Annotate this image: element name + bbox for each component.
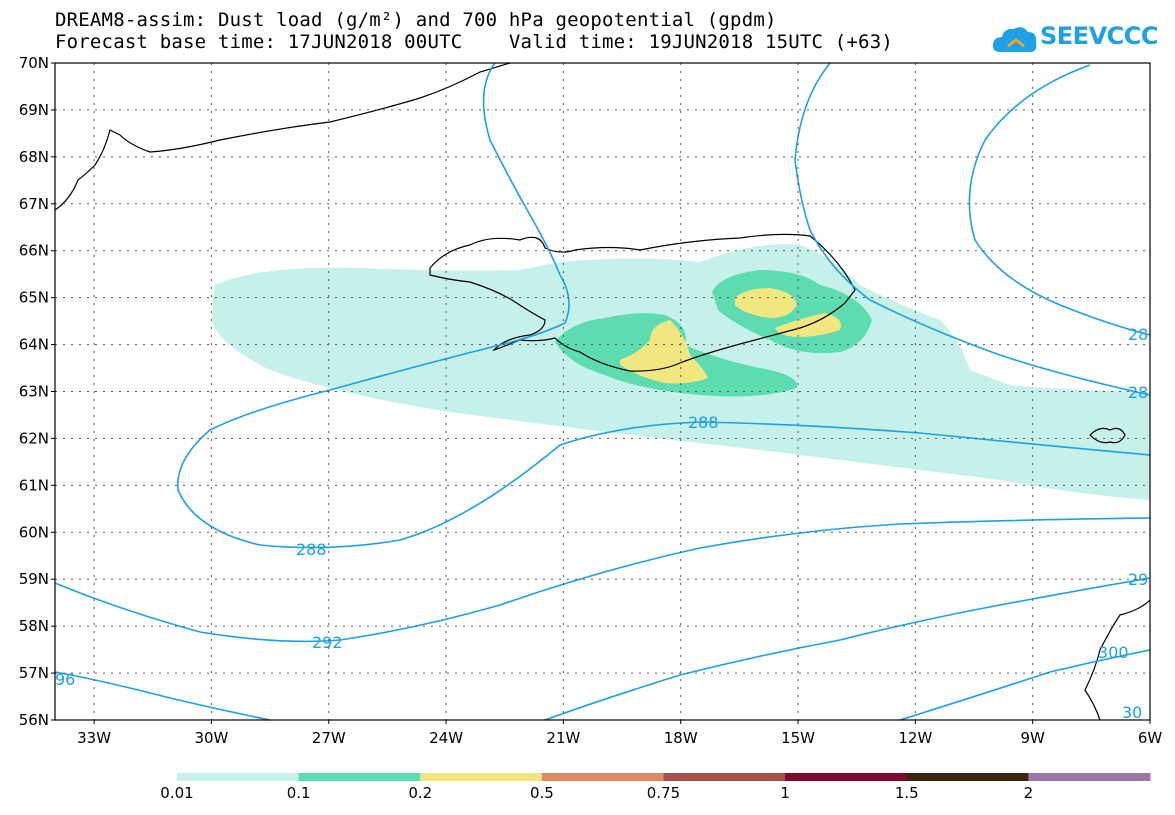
iceland-coast (429, 233, 856, 372)
colorbar-swatch (420, 773, 543, 781)
map-subtitle: Forecast base time: 17JUN2018 00UTC Vali… (55, 31, 894, 53)
lat-label: 60N (19, 523, 49, 541)
longitude-axis: 33W 30W 27W 24W 21W 18W 15W 12W 9W 6W (77, 720, 1162, 747)
colorbar-swatch (298, 773, 421, 781)
contour-labels: 288 288 292 96 28 28 29 300 30 (55, 325, 1148, 722)
colorbar-swatch (177, 773, 300, 781)
lon-label: 21W (546, 729, 580, 747)
colorbar-tick-label: 0.1 (286, 784, 311, 802)
faroe-islands (1089, 427, 1126, 444)
contour-label: 288 (688, 413, 719, 432)
colorbar (177, 773, 1151, 781)
lat-label: 63N (19, 383, 49, 401)
contour-east-north (794, 62, 1151, 396)
colorbar-tick-label: 0.2 (408, 784, 433, 802)
colorbar-tick-label: 1 (780, 784, 790, 802)
dust-level-0.2-a (620, 320, 708, 384)
geopotential-contours (54, 62, 1151, 721)
map-title: DREAM8-assim: Dust load (g/m²) and 700 h… (55, 9, 777, 31)
dust-field (211, 244, 1150, 500)
dust-level-0.2-b (735, 288, 797, 318)
greenland-coast (54, 62, 511, 211)
lat-label: 67N (19, 195, 49, 213)
colorbar-tick-label: 1.5 (894, 784, 919, 802)
lon-label: 12W (898, 729, 932, 747)
lon-label: 18W (664, 729, 698, 747)
colorbar-swatch (1028, 773, 1151, 781)
colorbar-tick-label: 0.75 (646, 784, 681, 802)
colorbar-swatch (906, 773, 1029, 781)
latitude-axis: 70N 69N 68N 67N 66N 65N 64N 63N 62N 61N 60N 59N 58N 5… (19, 54, 55, 729)
lat-label: 66N (19, 242, 49, 260)
contour-south (544, 577, 1151, 721)
lon-label: 33W (77, 729, 111, 747)
colorbar-swatch (541, 773, 664, 781)
contour-label: 292 (312, 633, 343, 652)
contour-east-ring (968, 64, 1151, 336)
lat-label: 70N (19, 54, 49, 72)
contour-label: 300 (1098, 643, 1129, 662)
scotland-coast (1084, 599, 1151, 721)
colorbar-tick-label: 0.5 (529, 784, 554, 802)
logo-text: SEEVCCC (1040, 22, 1159, 50)
lat-label: 57N (19, 664, 49, 682)
lat-label: 62N (19, 429, 49, 447)
cloud-logo-icon (992, 27, 1037, 52)
contour-southeast (899, 649, 1151, 721)
contour-label: 30 (1122, 703, 1142, 722)
lat-label: 64N (19, 336, 49, 354)
lat-label: 58N (19, 617, 49, 635)
contour-label: 28 (1128, 325, 1148, 344)
contour-288-west (177, 322, 1151, 549)
lat-label: 59N (19, 570, 49, 588)
lat-label: 65N (19, 289, 49, 307)
colorbar-tick-label: 2 (1023, 784, 1034, 802)
coastlines (54, 62, 1151, 721)
graticule (55, 63, 1150, 720)
colorbar-tick-label: 0.01 (160, 784, 194, 802)
lat-label: 69N (19, 101, 49, 119)
lon-label: 9W (1020, 729, 1045, 747)
contour-296-west (54, 671, 271, 721)
lat-label: 56N (19, 711, 49, 729)
contour-north (482, 62, 570, 324)
lon-label: 24W (429, 729, 463, 747)
lon-label: 30W (194, 729, 228, 747)
colorbar-swatch (785, 773, 908, 781)
contour-label: 288 (296, 540, 327, 559)
lon-label: 27W (312, 729, 346, 747)
lat-label: 61N (19, 476, 49, 494)
lat-label: 68N (19, 148, 49, 166)
contour-label: 28 (1128, 383, 1148, 402)
lon-label: 6W (1138, 729, 1163, 747)
contour-292 (54, 517, 1151, 643)
lon-label: 15W (781, 729, 815, 747)
contour-label: 29 (1128, 570, 1148, 589)
colorbar-swatch (663, 773, 786, 781)
contour-label: 96 (55, 670, 75, 689)
